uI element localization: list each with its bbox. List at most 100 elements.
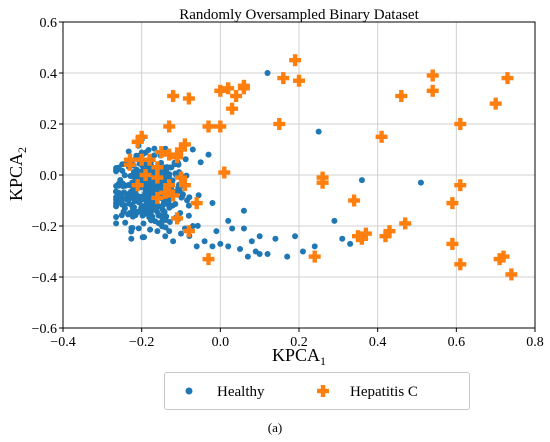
healthy-point: [129, 213, 136, 220]
x-tick-label: 0.8: [526, 335, 544, 350]
healthy-point: [130, 168, 137, 175]
hepatitis-c-point: [163, 148, 176, 161]
healthy-point: [120, 208, 127, 215]
healthy-point: [162, 233, 169, 240]
hepatitis-c-point: [348, 194, 361, 207]
hepatitis-c-point: [352, 230, 364, 243]
healthy-point: [182, 156, 189, 163]
healthy-point: [152, 204, 159, 211]
hepatitis-c-point: [308, 250, 321, 263]
x-tick-label: −0.2: [129, 335, 154, 350]
legend-healthy-marker: [185, 387, 193, 395]
healthy-point: [117, 192, 124, 199]
healthy-point: [113, 194, 120, 201]
hepatitis-c-point: [167, 90, 180, 102]
hepatitis-c-point: [202, 120, 215, 133]
healthy-point: [113, 203, 120, 210]
hepatitis-c-point: [454, 118, 467, 130]
y-axis-label-subscript: 2: [15, 147, 29, 153]
hepatitis-c-point: [131, 179, 144, 192]
healthy-point: [129, 225, 136, 232]
healthy-point: [179, 193, 186, 200]
x-tick-label: 0.4: [369, 335, 387, 350]
hepatitis-c-point: [151, 191, 164, 204]
healthy-point: [193, 243, 200, 250]
hepatitis-c-point: [202, 253, 215, 266]
healthy-point: [118, 198, 125, 205]
healthy-point: [178, 230, 184, 237]
healthy-point: [165, 172, 172, 179]
hepatitis-c-point: [151, 161, 164, 174]
healthy-point: [311, 243, 318, 250]
hepatitis-c-point: [289, 54, 302, 67]
healthy-point: [115, 164, 122, 171]
healthy-point: [186, 194, 193, 201]
hepatitis-c-point: [163, 120, 176, 133]
healthy-point: [125, 196, 132, 203]
hepatitis-c-point: [155, 146, 168, 159]
healthy-point: [139, 212, 146, 219]
hepatitis-c-point: [171, 151, 184, 164]
healthy-point: [143, 190, 150, 197]
healthy-point: [161, 208, 168, 215]
y-tick-label: 0.4: [40, 67, 58, 82]
legend-healthy-label: Healthy: [217, 384, 265, 400]
figure-caption: (a): [267, 420, 283, 435]
healthy-point: [125, 148, 132, 155]
healthy-point: [209, 200, 216, 207]
healthy-point: [134, 196, 141, 203]
series-hepatitis-c: [123, 54, 518, 281]
hepatitis-c-point: [151, 171, 164, 184]
x-tick-label: 0.2: [290, 335, 308, 350]
y-tick-label: −0.2: [32, 220, 57, 235]
chart-title: Randomly Oversampled Binary Dataset: [179, 7, 419, 23]
hepatitis-c-point: [454, 258, 467, 271]
healthy-point: [185, 202, 192, 209]
healthy-point: [113, 183, 120, 190]
legend-graphics: Healthy Hepatitis C: [185, 384, 418, 400]
hepatitis-c-point: [175, 171, 187, 184]
healthy-point: [284, 253, 291, 260]
healthy-point: [185, 212, 192, 219]
hepatitis-c-point: [426, 69, 439, 82]
hepatitis-c-point: [493, 253, 506, 266]
healthy-point: [147, 184, 154, 191]
hepatitis-c-point: [214, 120, 227, 133]
healthy-point: [165, 199, 172, 206]
healthy-point: [417, 179, 424, 186]
healthy-point: [167, 164, 174, 171]
x-tick-label: −0.4: [50, 335, 75, 350]
healthy-point: [205, 151, 212, 158]
hepatitis-c-point: [139, 169, 152, 181]
healthy-point: [252, 248, 259, 255]
healthy-point: [264, 70, 271, 76]
x-axis-ticks: −0.4 −0.2 0.0 0.2 0.4 0.6 0.8: [50, 328, 544, 350]
healthy-point: [195, 192, 202, 199]
healthy-point: [122, 219, 129, 226]
hepatitis-c-point: [214, 84, 227, 97]
healthy-point: [140, 195, 147, 202]
hepatitis-c-point: [178, 138, 191, 151]
healthy-point: [240, 225, 247, 232]
healthy-point: [154, 228, 161, 235]
healthy-point: [145, 207, 152, 214]
healthy-point: [155, 220, 162, 227]
healthy-point: [315, 128, 322, 135]
hepatitis-c-point: [395, 90, 408, 102]
healthy-point: [129, 205, 136, 212]
hepatitis-c-point: [182, 92, 195, 105]
x-axis-label-main: KPCA: [272, 345, 320, 365]
healthy-point: [113, 188, 120, 195]
hepatitis-c-point: [454, 179, 467, 192]
healthy-point: [237, 245, 243, 252]
healthy-point: [225, 217, 232, 224]
hepatitis-c-point: [135, 130, 148, 143]
hepatitis-c-point: [379, 230, 392, 243]
healthy-point: [155, 211, 162, 218]
y-tick-label: 0.0: [40, 169, 58, 184]
hepatitis-c-point: [399, 217, 412, 230]
y-tick-label: −0.4: [32, 271, 57, 286]
healthy-point: [256, 233, 263, 240]
healthy-point: [331, 217, 338, 224]
